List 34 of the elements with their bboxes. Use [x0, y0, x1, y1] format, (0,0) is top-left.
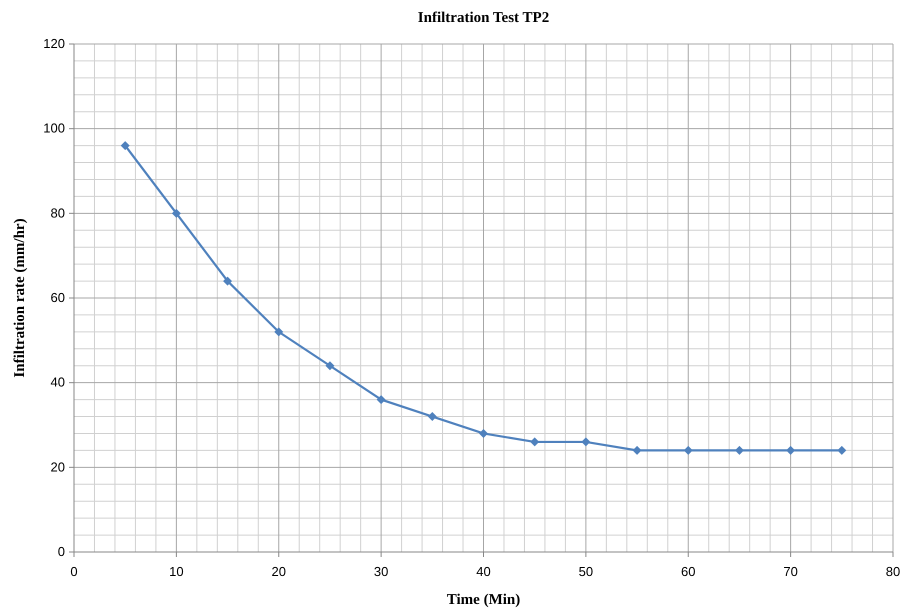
x-axis-title: Time (Min) [446, 592, 520, 608]
point [734, 446, 744, 455]
point [325, 361, 334, 370]
chart-title: Infiltration Test TP2 [418, 10, 550, 26]
point [479, 428, 488, 438]
y-tick-label: 80 [50, 205, 65, 220]
point [376, 395, 386, 404]
x-tick-label: 10 [169, 564, 184, 579]
x-tick-label: 70 [783, 564, 798, 579]
y-tick-label: 40 [50, 374, 65, 390]
y-axis-title: Infiltration rate (mm/hr) [12, 218, 28, 378]
point [274, 327, 284, 336]
x-tick-label: 20 [272, 564, 286, 579]
point [786, 446, 796, 455]
x-tick-label: 80 [886, 564, 900, 579]
y-tick-label: 60 [50, 290, 65, 305]
point [837, 446, 846, 455]
x-tick-label: 40 [476, 564, 491, 579]
point [684, 446, 693, 455]
x-tick-label: 0 [70, 564, 78, 579]
point [223, 276, 232, 286]
y-tick-label: 0 [58, 544, 65, 559]
point [120, 141, 130, 150]
x-tick-label: 50 [578, 564, 594, 579]
y-tick-label: 120 [43, 36, 65, 51]
point [172, 208, 181, 218]
point [632, 446, 642, 455]
point [428, 412, 437, 422]
y-tick-label: 100 [43, 120, 65, 136]
x-tick-label: 30 [374, 564, 388, 579]
point [581, 437, 590, 446]
y-tick-label: 20 [50, 459, 65, 474]
x-tick-label: 60 [681, 564, 696, 579]
point [530, 437, 540, 446]
